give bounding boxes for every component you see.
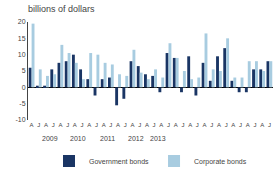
svg-text:J: J [153, 122, 156, 128]
svg-text:A: A [231, 122, 235, 128]
svg-text:A: A [145, 122, 149, 128]
svg-text:20: 20 [18, 18, 26, 25]
svg-text:J: J [253, 122, 256, 128]
svg-text:A: A [188, 122, 192, 128]
svg-text:A: A [159, 122, 163, 128]
svg-text:J: J [95, 122, 98, 128]
svg-text:J: J [181, 122, 184, 128]
svg-text:A: A [130, 122, 134, 128]
svg-text:A: A [58, 122, 62, 128]
svg-text:J: J [52, 122, 55, 128]
svg-text:Corporate bonds: Corporate bonds [194, 158, 247, 166]
svg-text:A: A [116, 122, 120, 128]
svg-text:J: J [167, 122, 170, 128]
svg-text:-5: -5 [19, 100, 25, 107]
svg-text:10: 10 [18, 51, 26, 58]
svg-text:J: J [37, 122, 40, 128]
svg-text:J: J [196, 122, 199, 128]
svg-text:billions of dollars: billions of dollars [28, 4, 95, 14]
svg-text:A: A [87, 122, 91, 128]
svg-text:J: J [210, 122, 213, 128]
svg-text:A: A [44, 122, 48, 128]
svg-text:J: J [225, 122, 228, 128]
svg-text:2012: 2012 [128, 135, 144, 142]
svg-text:0: 0 [22, 84, 26, 91]
svg-text:2013: 2013 [150, 135, 166, 142]
svg-text:A: A [203, 122, 207, 128]
svg-text:J: J [268, 122, 271, 128]
svg-text:A: A [174, 122, 178, 128]
svg-text:J: J [109, 122, 112, 128]
svg-text:A: A [246, 122, 250, 128]
svg-text:5: 5 [22, 67, 26, 74]
svg-text:2011: 2011 [100, 135, 115, 142]
svg-text:J: J [138, 122, 141, 128]
svg-text:A: A [260, 122, 264, 128]
svg-text:2009: 2009 [42, 135, 58, 142]
svg-text:J: J [66, 122, 69, 128]
svg-text:15: 15 [18, 35, 26, 42]
svg-text:2010: 2010 [70, 135, 86, 142]
svg-text:J: J [239, 122, 242, 128]
svg-text:J: J [81, 122, 84, 128]
svg-text:J: J [124, 122, 127, 128]
svg-text:A: A [217, 122, 221, 128]
svg-text:A: A [102, 122, 106, 128]
svg-text:-10: -10 [15, 116, 25, 123]
svg-text:Government bonds: Government bonds [89, 158, 149, 165]
svg-text:A: A [73, 122, 77, 128]
svg-text:A: A [30, 122, 34, 128]
